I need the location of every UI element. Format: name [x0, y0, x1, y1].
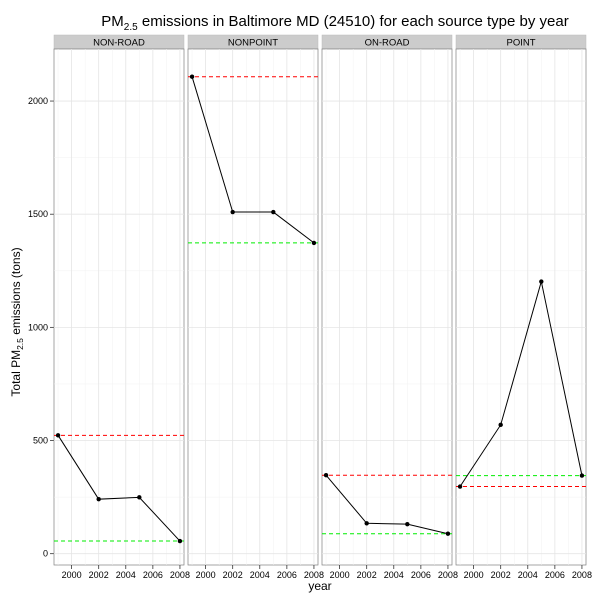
data-point: [457, 484, 463, 489]
x-axis: 2000 2002 2004 2006 2008: [196, 565, 324, 580]
y-axis-title: Total PM2.5 emissions (tons): [9, 247, 25, 396]
y-tick-label: 0: [43, 549, 48, 559]
panel-grid: [456, 49, 586, 565]
x-tick-label: 2000: [196, 570, 216, 580]
x-tick-label: 2000: [62, 570, 82, 580]
x-tick-label: 2000: [464, 570, 484, 580]
y-axis: 0 500 1000 1500 2000: [28, 96, 54, 559]
panel-grid: [322, 49, 452, 565]
x-axis-title: year: [308, 579, 331, 593]
x-tick-label: 2002: [357, 570, 377, 580]
x-tick-label: 2006: [277, 570, 297, 580]
series-line: [459, 281, 583, 487]
x-tick-label: 2008: [572, 570, 592, 580]
y-tick-label: 2000: [28, 96, 48, 106]
data-point: [579, 473, 585, 478]
data-point: [311, 240, 317, 246]
facet-strip-label: ON-ROAD: [365, 38, 410, 49]
y-tick-label: 1500: [28, 209, 48, 219]
x-tick-label: 2004: [116, 570, 136, 580]
x-tick-label: 2006: [545, 570, 565, 580]
panel-grid: [54, 49, 184, 565]
series-line: [57, 435, 181, 542]
data-point: [539, 279, 544, 284]
x-tick-label: 2002: [223, 570, 243, 580]
data-point: [137, 495, 142, 500]
series-line: [325, 474, 449, 535]
x-axis: 2000 2002 2004 2006 2008: [464, 565, 592, 580]
data-point: [364, 521, 369, 526]
panel-background: [321, 48, 453, 566]
x-tick-label: 2002: [89, 570, 109, 580]
data-point: [96, 496, 101, 502]
panel-background: [455, 48, 587, 566]
x-axis: 2000 2002 2004 2006 2008: [62, 565, 190, 580]
facet-panel-non-road: NON-ROAD 2000 2002 2004 2006 2008: [53, 34, 190, 580]
data-point: [323, 472, 329, 478]
data-point: [189, 74, 195, 79]
data-point: [498, 422, 503, 428]
facet-strip-label: NONPOINT: [228, 38, 278, 49]
x-tick-label: 2004: [250, 570, 270, 580]
facet-panel-nonpoint: NONPOINT 2000 2002 2004 2006 2008: [187, 34, 324, 580]
facet-strip-label: POINT: [506, 38, 535, 49]
x-tick-label: 2004: [384, 570, 404, 580]
x-tick-label: 2000: [330, 570, 350, 580]
panel-grid: [188, 49, 318, 565]
facet-panel-on-road: ON-ROAD 2000 2002 2004 2006 2008: [321, 34, 458, 580]
facet-strip-label: NON-ROAD: [93, 38, 145, 49]
data-point: [230, 209, 235, 215]
x-tick-label: 2006: [411, 570, 431, 580]
x-tick-label: 2008: [170, 570, 190, 580]
x-tick-label: 2006: [143, 570, 163, 580]
facet-panel-point: POINT 2000 2002 2004 2006 2008: [455, 34, 592, 580]
series-line: [191, 76, 315, 244]
data-point: [445, 531, 451, 536]
data-point: [177, 538, 183, 544]
y-tick-label: 1000: [28, 322, 48, 332]
chart-title: PM2.5 emissions in Baltimore MD (24510) …: [101, 13, 568, 33]
x-tick-label: 2008: [438, 570, 458, 580]
x-tick-label: 2004: [518, 570, 538, 580]
x-tick-label: 2002: [491, 570, 511, 580]
panel-background: [53, 48, 185, 566]
data-point: [271, 209, 276, 215]
data-point: [405, 521, 410, 527]
x-axis: 2000 2002 2004 2006 2008: [330, 565, 458, 580]
data-point: [55, 433, 61, 438]
facet-panels: NON-ROAD 2000 2002 2004 2006 2008 NONPOINT 2000…: [53, 34, 592, 580]
x-tick-label: 2008: [304, 570, 324, 580]
y-tick-label: 500: [33, 436, 48, 446]
